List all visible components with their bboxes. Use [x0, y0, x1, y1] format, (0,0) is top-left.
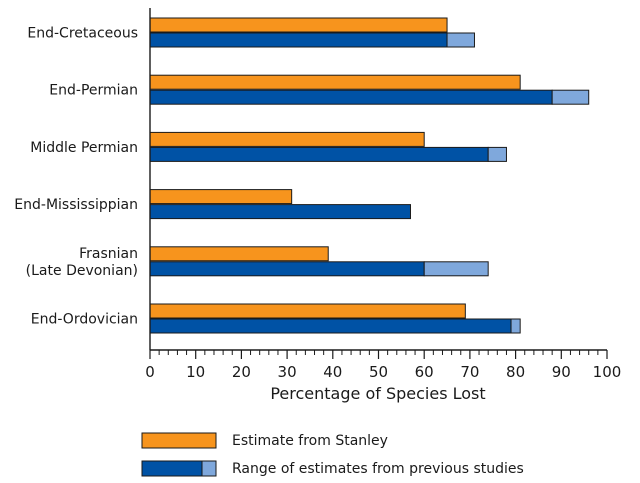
x-tick-label-8: 80	[506, 363, 525, 381]
bars-group	[149, 17, 590, 334]
x-tick-label-7: 70	[460, 363, 479, 381]
bar-previous-2	[149, 146, 489, 162]
category-label-0: End-Cretaceous	[27, 26, 138, 42]
x-tick-label-0: 0	[145, 363, 155, 381]
category-label-2: Middle Permian	[30, 140, 138, 156]
bar-stanley-5	[149, 303, 466, 319]
x-axis-tick-labels: 0 10 20 30 40 50 60 70 80 90 100	[145, 363, 621, 381]
bar-previous-range-1	[551, 89, 590, 105]
x-tick-label-3: 30	[278, 363, 297, 381]
bar-previous-4	[149, 261, 425, 277]
category-label-1: End-Permian	[49, 83, 138, 99]
legend-swatch-stanley	[141, 432, 217, 449]
bar-previous-5	[149, 318, 512, 334]
bar-stanley-2	[149, 131, 425, 147]
category-label-4-line-0: Frasnian	[79, 246, 138, 262]
bar-stanley-0	[149, 17, 448, 33]
legend-label-stanley: Estimate from Stanley	[232, 433, 388, 449]
x-tick-label-1: 10	[186, 363, 205, 381]
bar-previous-1	[149, 89, 553, 105]
bar-stanley-1	[149, 74, 521, 90]
category-label-4-line-1: (Late Devonian)	[26, 263, 138, 279]
x-axis-title: Percentage of Species Lost	[270, 384, 485, 403]
bar-previous-range-0	[446, 32, 475, 48]
bar-previous-0	[149, 32, 448, 48]
legend: Estimate from Stanley Range of estimates…	[141, 432, 524, 477]
category-label-5: End-Ordovician	[31, 312, 138, 328]
legend-swatch-previous-main	[141, 460, 203, 477]
legend-label-previous: Range of estimates from previous studies	[232, 461, 524, 477]
x-tick-label-5: 50	[369, 363, 388, 381]
bar-stanley-4	[149, 246, 329, 262]
x-axis-ticks	[149, 350, 608, 359]
bar-previous-range-5	[510, 318, 521, 334]
bar-stanley-3	[149, 189, 293, 205]
x-tick-label-9: 90	[552, 363, 571, 381]
bar-previous-range-4	[423, 261, 489, 277]
x-tick-label-2: 20	[232, 363, 251, 381]
legend-swatch-previous-range	[201, 460, 217, 477]
bar-previous-range-2	[487, 146, 507, 162]
bar-previous-3	[149, 204, 411, 220]
x-tick-label-4: 40	[323, 363, 342, 381]
x-tick-label-6: 60	[415, 363, 434, 381]
x-tick-label-10: 100	[593, 363, 622, 381]
category-label-3: End-Mississippian	[14, 197, 138, 213]
category-labels: End-Cretaceous End-Permian Middle Permian E…	[14, 26, 138, 328]
